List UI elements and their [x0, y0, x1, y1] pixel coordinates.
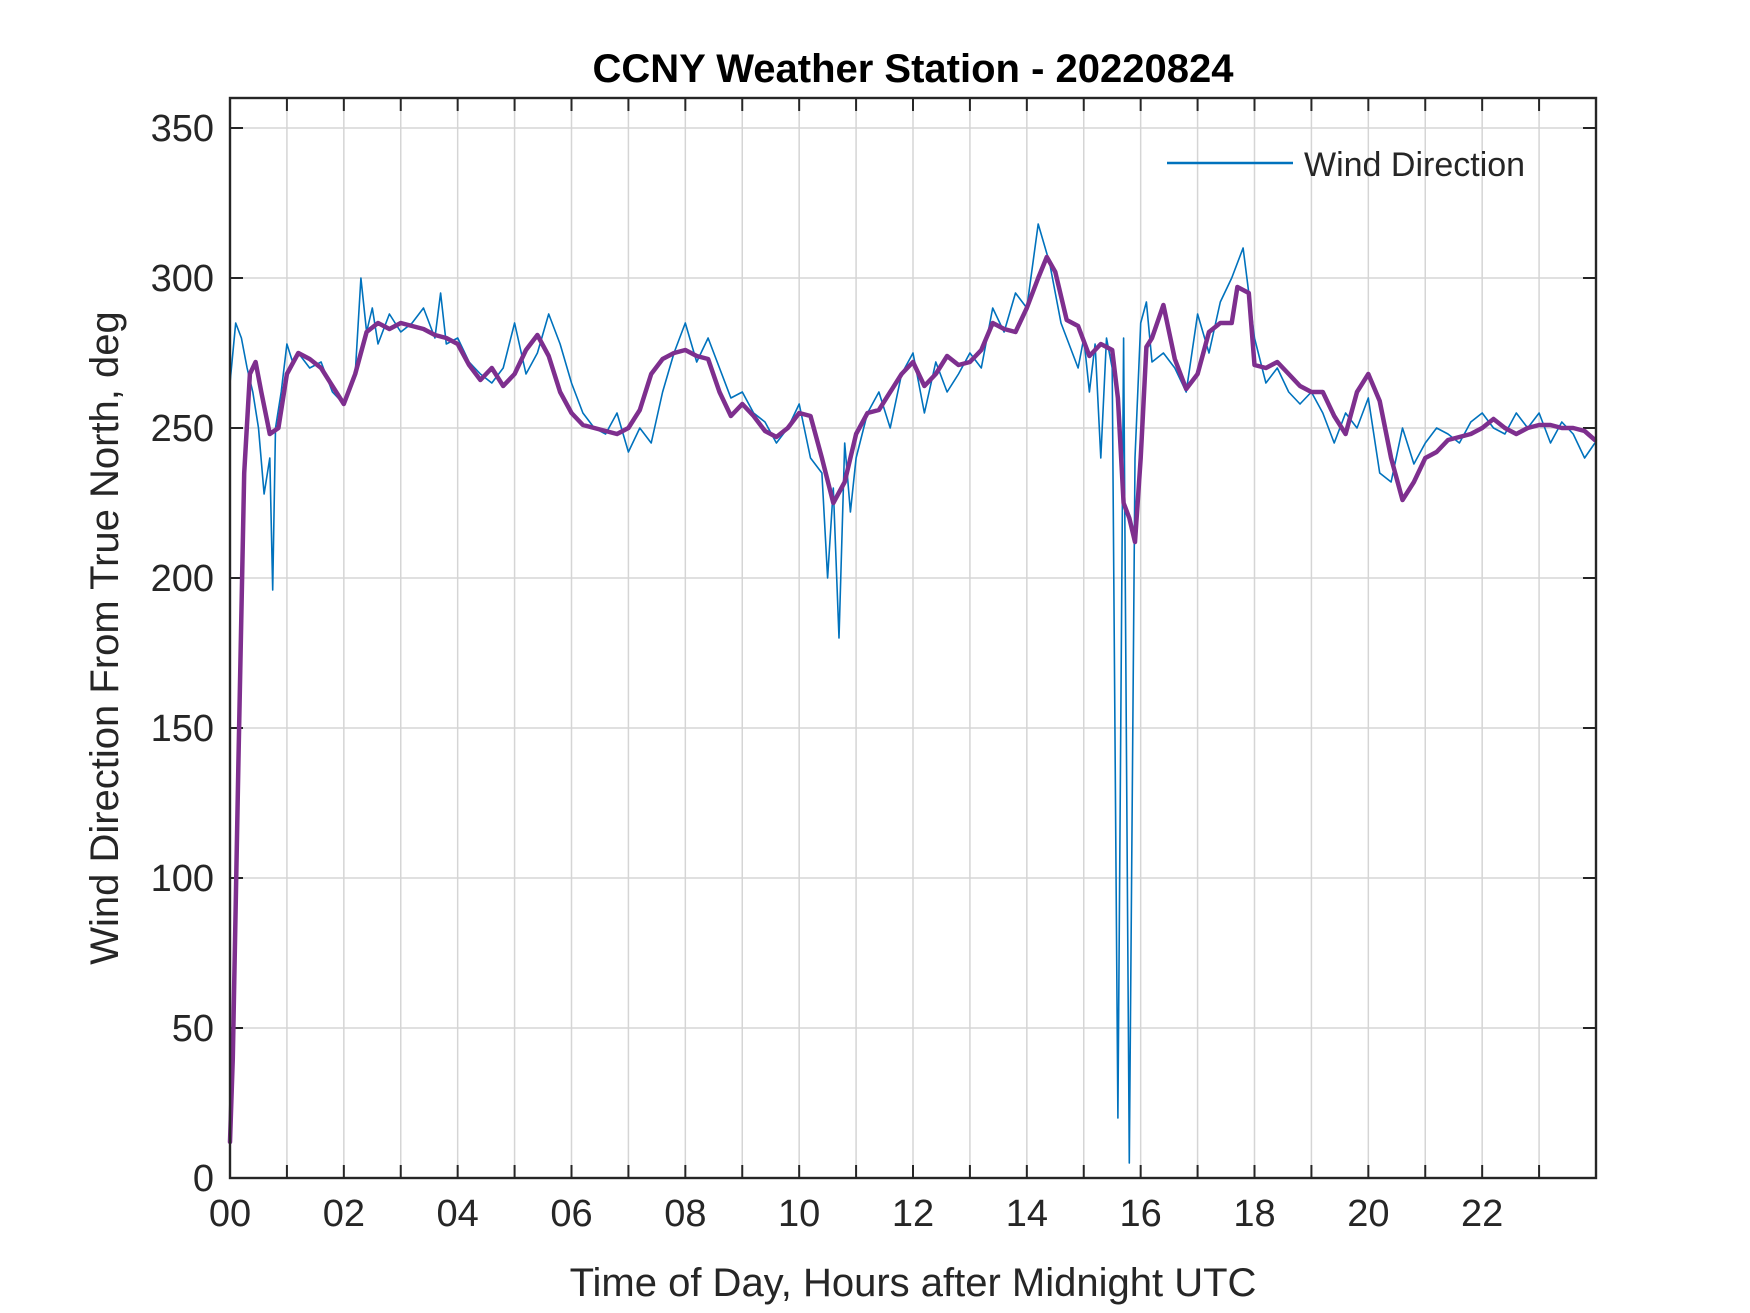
legend: Wind Direction [1167, 146, 1525, 184]
x-tick-label: 06 [550, 1193, 592, 1235]
y-tick-label: 250 [151, 408, 214, 450]
y-tick-label: 350 [151, 108, 214, 150]
x-tick-label: 10 [778, 1193, 820, 1235]
tick-labels: 00 02 04 06 08 10 12 14 16 18 20 22 0 50 100 150 200 250 3… [151, 108, 1504, 1235]
legend-label-wind-direction: Wind Direction [1304, 146, 1525, 184]
x-tick-label: 18 [1233, 1193, 1275, 1235]
x-tick-label: 02 [323, 1193, 365, 1235]
x-tick-label: 16 [1120, 1193, 1162, 1235]
series-line-moving-average [227, 254, 1598, 1145]
y-tick-label: 300 [151, 258, 214, 300]
x-axis-label: Time of Day, Hours after Midnight UTC [570, 1261, 1257, 1305]
x-tick-label: 12 [892, 1193, 934, 1235]
x-tick-label: 00 [209, 1193, 251, 1235]
series-line-wind-direction [229, 223, 1596, 1164]
y-tick-label: 200 [151, 558, 214, 600]
x-tick-label: 20 [1347, 1193, 1389, 1235]
chart-title: CCNY Weather Station - 20220824 [593, 47, 1235, 91]
y-tick-label: 150 [151, 708, 214, 750]
plot-frame [228, 96, 1598, 1180]
y-axis-label: Wind Direction From True North, deg [83, 311, 127, 965]
x-tick-label: 04 [437, 1193, 479, 1235]
grid-lines [230, 98, 1596, 1178]
y-tick-label: 0 [193, 1158, 214, 1200]
y-tick-label: 100 [151, 858, 214, 900]
data-series [227, 223, 1598, 1164]
y-tick-label: 50 [172, 1008, 214, 1050]
x-tick-label: 08 [664, 1193, 706, 1235]
x-tick-label: 14 [1006, 1193, 1048, 1235]
x-tick-label: 22 [1461, 1193, 1503, 1235]
